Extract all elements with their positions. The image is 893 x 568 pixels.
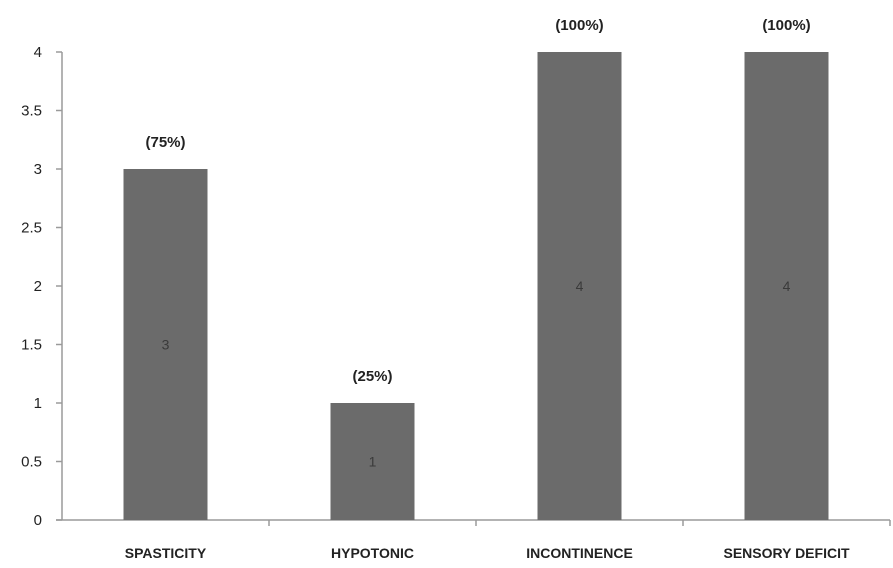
bar-percent-label: (100%) (555, 17, 603, 34)
bar-spasticity (123, 169, 208, 520)
x-axis: SPASTICITY HYPOTONIC INCONTINENCE SENSORY D… (56, 519, 891, 561)
bar-percent-label: (100%) (762, 17, 810, 34)
y-tick-label: 1 (34, 395, 42, 412)
bars (123, 52, 829, 520)
data-labels: 3 (75%) 1 (25%) 4 (100%) 4 (100%) (145, 17, 810, 470)
bar-incontinence (537, 52, 622, 520)
bar-value-label: 4 (576, 278, 584, 294)
y-tick-label: 2.5 (21, 220, 42, 237)
y-tick-label: 2 (34, 278, 42, 295)
y-axis: 0 0.5 1 1.5 2 2.5 3 3.5 4 (21, 44, 63, 529)
y-tick-label: 3 (34, 161, 42, 178)
y-tick-label: 4 (34, 44, 42, 61)
bar-value-label: 1 (369, 454, 377, 470)
bar-percent-label: (75%) (145, 134, 185, 151)
bar-hypotonic (330, 403, 415, 520)
x-tick-label: HYPOTONIC (331, 545, 414, 561)
bar-percent-label: (25%) (352, 368, 392, 385)
x-tick-label: SENSORY DEFICIT (723, 545, 849, 561)
y-tick-label: 0 (34, 512, 42, 529)
bar-sensory-deficit (744, 52, 829, 520)
bar-value-label: 4 (783, 278, 791, 294)
x-tick-label: INCONTINENCE (526, 545, 633, 561)
x-tick-label: SPASTICITY (125, 545, 207, 561)
bar-value-label: 3 (162, 337, 170, 353)
y-tick-label: 1.5 (21, 337, 42, 354)
y-tick-label: 3.5 (21, 103, 42, 120)
y-tick-label: 0.5 (21, 454, 42, 471)
